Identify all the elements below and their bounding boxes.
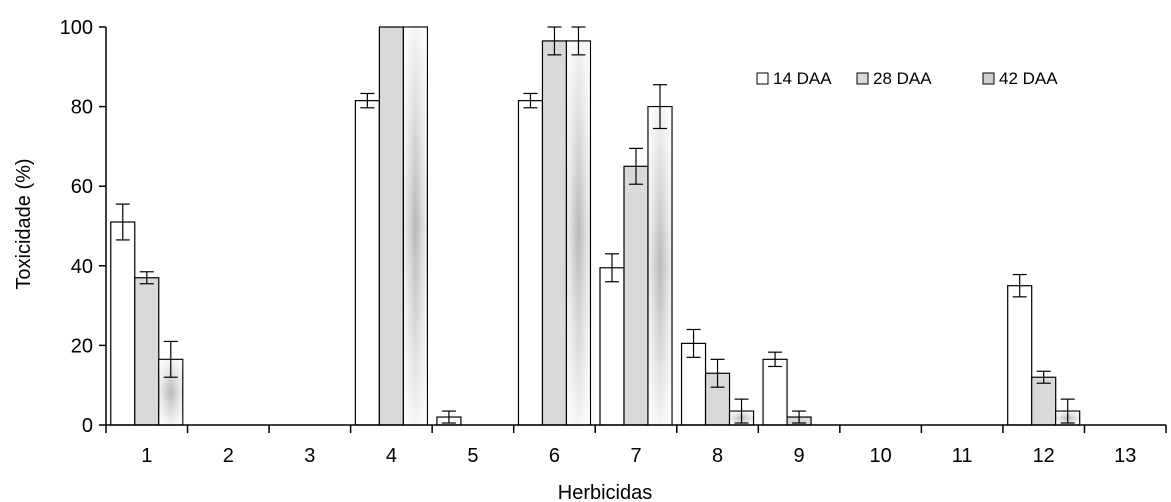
- legend: 14 DAA 28 DAA 42 DAA: [756, 69, 1058, 88]
- x-tick-label: 4: [386, 445, 397, 467]
- x-tick-label: 10: [869, 445, 891, 467]
- bar-1-cat-12: [1007, 285, 1033, 426]
- bar-1-cat-1: [110, 221, 136, 426]
- x-tick-label: 5: [467, 445, 478, 467]
- bar-series-group: [110, 26, 1081, 426]
- x-tick-label: 11: [952, 445, 973, 467]
- x-tick-label: 8: [712, 445, 723, 467]
- y-axis-label: Toxicidade (%): [13, 158, 35, 289]
- bar-shade-cat-1: [159, 359, 183, 425]
- x-tick-label: 9: [794, 445, 805, 467]
- bar-shade-cat-7: [648, 107, 672, 425]
- bar-1-cat-6: [517, 100, 544, 426]
- x-axis-label: Herbicidas: [558, 482, 652, 502]
- bar-1-cat-4: [354, 100, 380, 426]
- y-tick-label: 40: [71, 256, 93, 278]
- y-tick-label: 80: [71, 97, 93, 119]
- legend-label-3: 42 DAA: [999, 69, 1058, 88]
- bar-shade-cat-4: [403, 27, 427, 425]
- legend-swatch-1: [756, 72, 769, 85]
- legend-swatch-3: [982, 72, 995, 85]
- x-tick-label: 2: [223, 445, 234, 467]
- bar-2-cat-12: [1031, 376, 1057, 426]
- bar-1-cat-7: [599, 267, 625, 426]
- bar-2-cat-6: [541, 40, 568, 426]
- x-tick-label: 3: [304, 445, 315, 467]
- legend-label-1: 14 DAA: [773, 69, 832, 88]
- x-tick-label: 13: [1114, 445, 1136, 467]
- bar-2-cat-4: [378, 26, 404, 426]
- error-bar-group: [115, 26, 1075, 424]
- y-tick-label: 60: [71, 176, 93, 198]
- y-tick-label: 100: [60, 17, 93, 39]
- y-tick-label: 0: [82, 415, 93, 437]
- x-tick-label: 6: [549, 445, 560, 467]
- bar-2-cat-1: [134, 277, 160, 426]
- legend-label-2: 28 DAA: [873, 69, 932, 88]
- x-tick-label: 1: [141, 445, 152, 467]
- legend-swatch-2: [856, 72, 869, 85]
- x-tick-label: 7: [630, 445, 641, 467]
- y-tick-label: 20: [71, 335, 93, 357]
- bar-2-cat-7: [623, 165, 649, 426]
- bar-shade-cat-6: [567, 41, 590, 425]
- x-tick-label: 12: [1033, 445, 1055, 467]
- bar-1-cat-9: [762, 358, 788, 426]
